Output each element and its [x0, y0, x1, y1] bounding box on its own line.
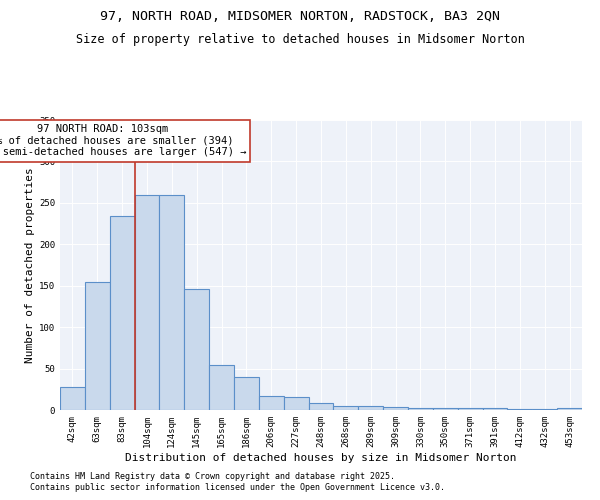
Bar	[458, 408, 482, 410]
X-axis label: Distribution of detached houses by size in Midsomer Norton: Distribution of detached houses by size …	[125, 452, 517, 462]
Bar	[334, 406, 358, 410]
Y-axis label: Number of detached properties: Number of detached properties	[25, 167, 35, 363]
Bar	[557, 408, 582, 410]
Bar	[508, 409, 532, 410]
Bar	[532, 409, 557, 410]
Bar	[408, 408, 433, 410]
Bar	[184, 289, 209, 410]
Bar	[60, 387, 85, 410]
Bar	[308, 402, 334, 410]
Bar	[110, 216, 134, 410]
Text: Contains HM Land Registry data © Crown copyright and database right 2025.: Contains HM Land Registry data © Crown c…	[30, 472, 395, 481]
Text: Contains public sector information licensed under the Open Government Licence v3: Contains public sector information licen…	[30, 484, 445, 492]
Bar	[259, 396, 284, 410]
Bar	[209, 366, 234, 410]
Text: Size of property relative to detached houses in Midsomer Norton: Size of property relative to detached ho…	[76, 32, 524, 46]
Bar	[284, 396, 308, 410]
Bar	[482, 408, 508, 410]
Bar	[383, 406, 408, 410]
Text: 97, NORTH ROAD, MIDSOMER NORTON, RADSTOCK, BA3 2QN: 97, NORTH ROAD, MIDSOMER NORTON, RADSTOC…	[100, 10, 500, 23]
Bar	[160, 194, 184, 410]
Bar	[85, 282, 110, 410]
Bar	[234, 377, 259, 410]
Text: 97 NORTH ROAD: 103sqm
← 42% of detached houses are smaller (394)
58% of semi-det: 97 NORTH ROAD: 103sqm ← 42% of detached …	[0, 124, 246, 158]
Bar	[433, 408, 458, 410]
Bar	[358, 406, 383, 410]
Bar	[134, 194, 160, 410]
